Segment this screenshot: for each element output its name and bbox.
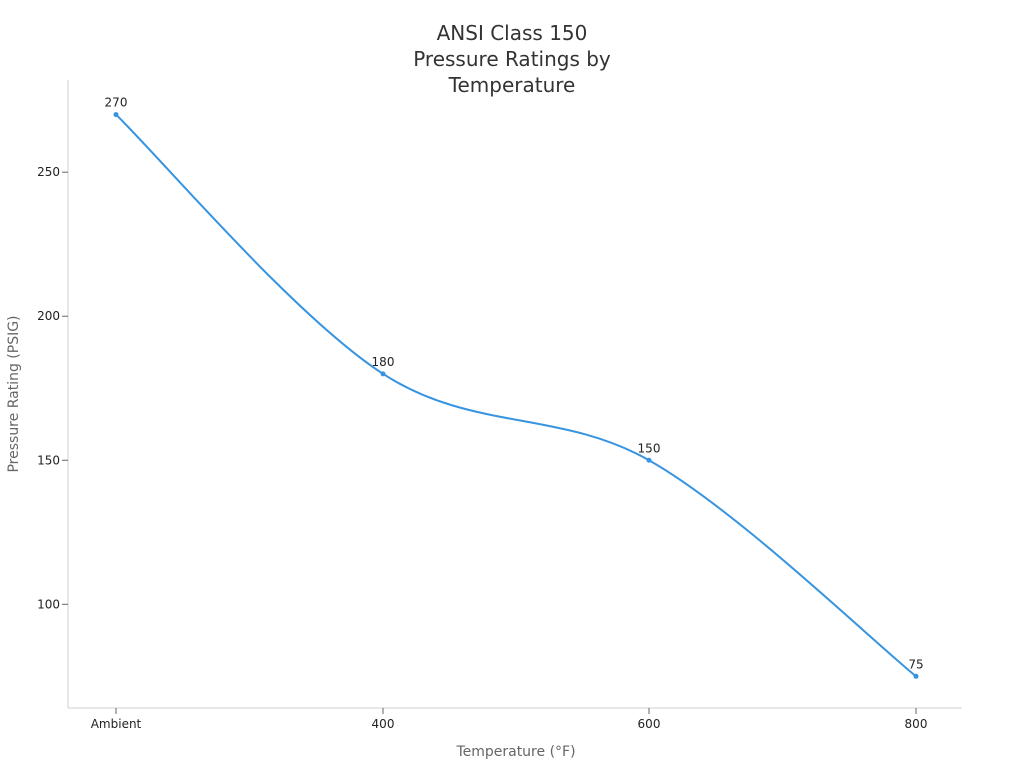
x-tick-label: 800 (905, 717, 928, 731)
data-label: 270 (105, 96, 128, 110)
x-axis-title: Temperature (°F) (455, 744, 575, 760)
y-tick-label: 250 (37, 165, 60, 179)
y-tick-label: 200 (37, 309, 60, 323)
chart-title-line-2: Pressure Ratings by (413, 47, 611, 71)
x-tick-label: 400 (372, 717, 395, 731)
data-point (113, 112, 119, 118)
data-point (646, 457, 652, 463)
y-tick-label: 100 (37, 597, 60, 611)
chart-title: ANSI Class 150 Pressure Ratings by Tempe… (413, 21, 611, 97)
x-axis-ticks: Ambient 400 600 800 (91, 708, 928, 731)
chart-title-line-3: Temperature (448, 73, 576, 97)
data-label: 150 (638, 441, 661, 455)
series-line (115, 113, 917, 678)
y-axis-ticks: 100 150 200 250 (37, 165, 68, 611)
data-label: 180 (372, 355, 395, 369)
data-point (913, 673, 919, 679)
y-tick-label: 150 (37, 453, 60, 467)
data-point (380, 371, 386, 377)
y-axis-title: Pressure Rating (PSIG) (6, 315, 22, 472)
data-labels: 270 180 150 75 (105, 96, 924, 672)
x-tick-label: 600 (638, 717, 661, 731)
data-points (113, 112, 919, 679)
data-label: 75 (908, 657, 923, 671)
chart-title-line-1: ANSI Class 150 (437, 21, 588, 45)
x-tick-label: Ambient (91, 717, 142, 731)
